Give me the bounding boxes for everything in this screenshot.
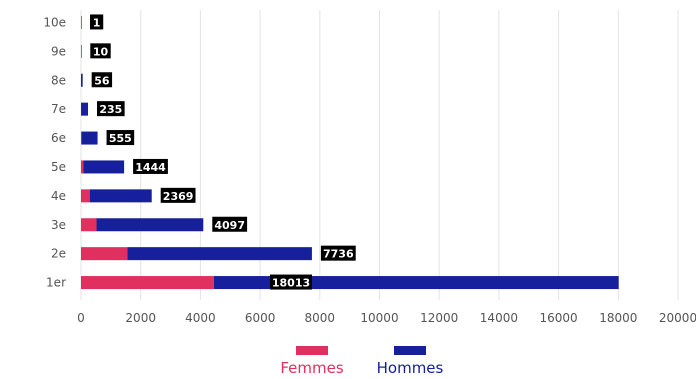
data-label-box (160, 187, 196, 203)
bar-hommes (96, 218, 204, 232)
bar-femmes (81, 189, 90, 203)
data-label-box (106, 130, 135, 146)
category-label: 8e (51, 73, 66, 87)
legend-item-hommes[interactable]: Hommes (360, 346, 460, 377)
data-label-box (212, 216, 248, 232)
x-tick-label: 2000 (125, 311, 156, 325)
category-label: 1er (46, 276, 66, 290)
bar-hommes (127, 247, 312, 261)
x-tick-label: 8000 (305, 311, 336, 325)
bar-femmes (81, 131, 82, 145)
legend-swatch-hommes (394, 346, 426, 355)
data-label-box (133, 158, 168, 174)
x-tick-label: 20000 (659, 311, 696, 325)
category-label: 4e (51, 189, 66, 203)
data-label: 18013 (272, 277, 310, 290)
bar-femmes (81, 247, 128, 261)
bar-femmes (81, 160, 84, 174)
data-label: 4097 (214, 219, 245, 232)
data-label: 2369 (163, 190, 194, 203)
data-label-box (91, 72, 113, 88)
data-label-box (97, 101, 125, 117)
bar-femmes (81, 218, 97, 232)
category-label: 2e (51, 247, 66, 261)
x-tick-label: 16000 (540, 311, 578, 325)
bar-hommes (81, 102, 89, 116)
data-label: 555 (109, 132, 132, 145)
category-label: 6e (51, 131, 66, 145)
bar-hommes (213, 276, 619, 290)
category-label: 10e (43, 15, 66, 29)
legend: Femmes Hommes (0, 346, 696, 379)
data-label-box (90, 14, 104, 30)
x-tick-label: 6000 (245, 311, 276, 325)
bar-hommes (81, 131, 98, 145)
data-label: 7736 (323, 248, 354, 261)
x-tick-label: 0 (77, 311, 85, 325)
bar-hommes (81, 44, 82, 58)
bar-hommes (81, 73, 83, 87)
data-label-box (90, 43, 111, 59)
legend-swatch-femmes (296, 346, 328, 355)
bar-hommes (81, 15, 82, 29)
category-label: 3e (51, 218, 66, 232)
data-label: 10 (93, 45, 109, 58)
bar-hommes (89, 189, 152, 203)
x-tick-label: 12000 (420, 311, 458, 325)
data-label-box (270, 274, 312, 290)
data-label: 1 (93, 16, 101, 29)
legend-item-femmes[interactable]: Femmes (262, 346, 362, 377)
data-label-box (320, 245, 356, 261)
data-label: 1444 (135, 161, 166, 174)
category-label: 9e (51, 44, 66, 58)
bar-femmes (81, 276, 214, 290)
x-tick-label: 18000 (599, 311, 637, 325)
x-tick-label: 14000 (480, 311, 518, 325)
bar-hommes (83, 160, 125, 174)
x-tick-label: 4000 (185, 311, 216, 325)
x-tick-label: 10000 (360, 311, 398, 325)
category-label: 7e (51, 102, 66, 116)
legend-label-femmes: Femmes (280, 359, 344, 377)
data-label: 235 (99, 103, 122, 116)
data-label: 56 (94, 74, 110, 87)
legend-label-hommes: Hommes (376, 359, 444, 377)
category-label: 5e (51, 160, 66, 174)
